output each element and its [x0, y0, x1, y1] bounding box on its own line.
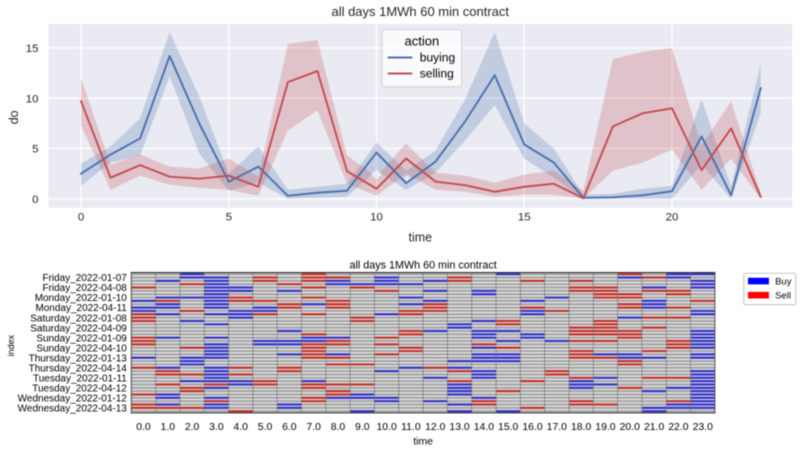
svg-text:16.0: 16.0	[522, 422, 543, 433]
svg-text:3.0: 3.0	[209, 422, 224, 433]
svg-text:Wednesday_2022-04-13: Wednesday_2022-04-13	[18, 404, 128, 415]
svg-text:5.0: 5.0	[258, 422, 273, 433]
svg-text:14.0: 14.0	[474, 422, 495, 433]
svg-text:13.0: 13.0	[449, 422, 470, 433]
svg-text:1.0: 1.0	[161, 422, 176, 433]
svg-text:buying: buying	[420, 51, 455, 65]
svg-text:22.0: 22.0	[668, 422, 689, 433]
svg-text:Thursday_2022-01-13: Thursday_2022-01-13	[29, 353, 128, 364]
svg-text:all days 1MWh 60 min contract: all days 1MWh 60 min contract	[350, 260, 497, 272]
svg-text:Friday_2022-01-07: Friday_2022-01-07	[42, 273, 127, 284]
svg-text:15.0: 15.0	[498, 422, 519, 433]
svg-text:21.0: 21.0	[644, 422, 665, 433]
svg-text:20: 20	[666, 211, 679, 223]
svg-text:15: 15	[26, 43, 39, 55]
svg-text:10: 10	[370, 211, 383, 223]
svg-text:0: 0	[32, 194, 38, 206]
svg-text:11.0: 11.0	[401, 422, 421, 433]
svg-text:Saturday_2022-01-08: Saturday_2022-01-08	[30, 313, 127, 324]
svg-text:Monday_2022-04-11: Monday_2022-04-11	[35, 303, 127, 314]
svg-text:7.0: 7.0	[306, 422, 321, 433]
svg-text:Buy: Buy	[775, 276, 792, 287]
svg-text:12.0: 12.0	[425, 422, 446, 433]
svg-text:Friday_2022-04-08: Friday_2022-04-08	[42, 283, 127, 294]
svg-text:23.0: 23.0	[693, 422, 714, 433]
svg-text:18.0: 18.0	[571, 422, 592, 433]
svg-text:9.0: 9.0	[355, 422, 370, 433]
svg-text:8.0: 8.0	[331, 422, 346, 433]
svg-text:Tuesday_2022-01-11: Tuesday_2022-01-11	[33, 373, 127, 384]
svg-text:17.0: 17.0	[547, 422, 568, 433]
svg-text:19.0: 19.0	[595, 422, 616, 433]
svg-text:time: time	[409, 231, 433, 245]
svg-text:index: index	[6, 334, 16, 356]
svg-text:selling: selling	[420, 67, 454, 81]
svg-text:do: do	[7, 110, 21, 124]
svg-text:all days 1MWh 60 min contract: all days 1MWh 60 min contract	[331, 4, 509, 19]
svg-text:0: 0	[78, 211, 84, 223]
svg-text:Wednesday_2022-01-12: Wednesday_2022-01-12	[18, 393, 128, 404]
svg-text:Saturday_2022-04-09: Saturday_2022-04-09	[30, 323, 127, 334]
svg-text:0.0: 0.0	[136, 422, 151, 433]
svg-text:action: action	[405, 34, 440, 49]
svg-text:Monday_2022-01-10: Monday_2022-01-10	[35, 293, 128, 304]
svg-text:15: 15	[518, 211, 531, 223]
svg-text:5: 5	[32, 144, 38, 156]
svg-text:Sunday_2022-04-10: Sunday_2022-04-10	[36, 343, 127, 354]
svg-text:4.0: 4.0	[233, 422, 248, 433]
svg-text:2.0: 2.0	[185, 422, 200, 433]
svg-text:6.0: 6.0	[282, 422, 297, 433]
svg-text:Tuesday_2022-04-12: Tuesday_2022-04-12	[32, 383, 127, 394]
svg-text:time: time	[413, 437, 433, 448]
svg-text:Sunday_2022-01-09: Sunday_2022-01-09	[36, 333, 127, 344]
svg-text:Thursday_2022-04-14: Thursday_2022-04-14	[29, 363, 128, 374]
svg-text:Sell: Sell	[775, 290, 791, 301]
svg-text:20.0: 20.0	[620, 422, 641, 433]
svg-text:5: 5	[226, 211, 232, 223]
svg-text:10.0: 10.0	[376, 422, 397, 433]
svg-text:10: 10	[26, 93, 39, 105]
